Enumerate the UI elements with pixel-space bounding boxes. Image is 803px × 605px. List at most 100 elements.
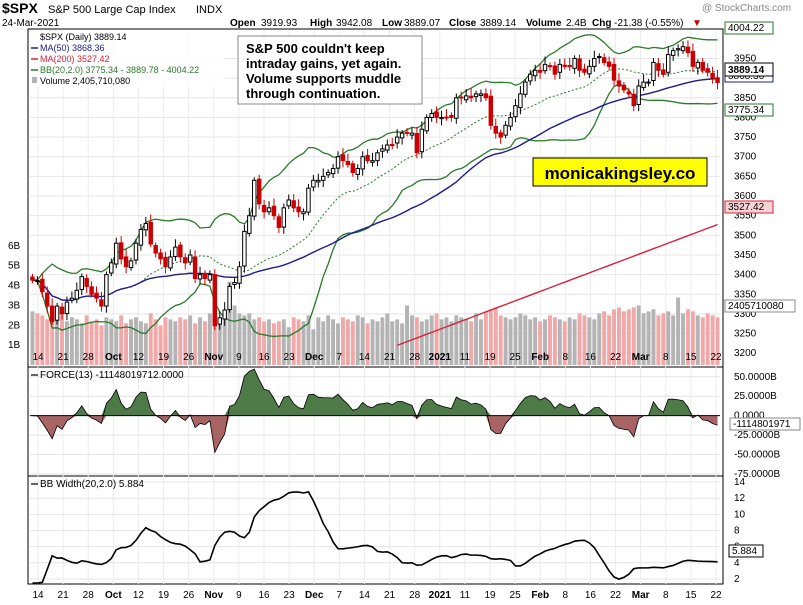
candle-body <box>651 61 656 82</box>
candle-body <box>192 256 198 280</box>
badge-bb-lower-box <box>724 103 774 117</box>
price-tick-label: 3800 <box>734 112 757 123</box>
force-line <box>32 368 718 454</box>
price-tick-label: 3650 <box>734 171 757 182</box>
candle-body <box>646 81 651 84</box>
candle-body <box>518 93 523 109</box>
volume-tick-label: 1B <box>8 340 21 351</box>
annotation-line-2: intraday gains, yet again. <box>246 56 401 71</box>
volume-bar <box>518 313 523 365</box>
price-tick-label: 3300 <box>734 309 757 320</box>
candle-body <box>301 211 306 215</box>
candle-body <box>148 221 153 245</box>
ma50-line <box>32 77 718 301</box>
volume-bar <box>587 317 592 365</box>
volume-bar <box>247 313 252 365</box>
candle-body <box>537 69 543 73</box>
candle-body <box>390 144 395 147</box>
candle-body <box>350 163 356 173</box>
high-label: High <box>310 18 332 29</box>
force-tick-label: 50.0000B <box>734 372 777 383</box>
x-tick-label-bottom: 22 <box>710 590 722 601</box>
candle-body <box>695 61 701 69</box>
volume-bar <box>188 315 193 365</box>
volume-bar <box>478 319 483 365</box>
candle-body <box>207 274 213 281</box>
volume-bar <box>626 309 631 365</box>
low-value: 3889.07 <box>404 18 441 29</box>
watermark: @ StockCharts.com <box>702 3 791 14</box>
candle-body <box>340 154 346 162</box>
candle-body <box>153 245 158 254</box>
volume-bar <box>567 317 572 365</box>
x-tick-label-bottom: Nov <box>204 590 223 601</box>
volume-bar <box>252 319 257 365</box>
bbw-tick-label: 2 <box>734 574 740 585</box>
candle-body <box>330 168 336 175</box>
volume-bar <box>419 321 424 365</box>
volume-bar <box>345 319 350 365</box>
annotation-box <box>237 35 423 105</box>
volume-bar <box>424 319 429 365</box>
volume-bar <box>385 313 390 365</box>
volume-bar <box>193 323 198 365</box>
volume-bars <box>30 281 720 365</box>
annotation-note: S&P 500 couldn't keep intraday gains, ye… <box>237 35 423 105</box>
candle-body <box>434 111 439 118</box>
candle-body <box>577 58 582 71</box>
candle-body <box>109 262 114 274</box>
candle-body <box>542 63 548 72</box>
candle-body <box>690 50 696 67</box>
x-tick-label-bottom: 26 <box>183 590 195 601</box>
x-tick-label-bottom: Feb <box>531 590 549 601</box>
x-tick-label-top: 8 <box>663 352 669 363</box>
x-tick-label-top: Nov <box>204 352 223 363</box>
x-tick-label-top: 16 <box>258 352 270 363</box>
force-tick-label: -50.0000B <box>734 450 780 461</box>
candle-body <box>365 155 370 162</box>
price-tick-label: 3850 <box>734 93 757 104</box>
price-legend: $SPX (Daily) 3889.14 MA(50) 3868.36 MA(2… <box>30 31 225 87</box>
candle-body <box>700 61 705 71</box>
x-tick-label-bottom: 14 <box>32 590 44 601</box>
bbw-tick-label: 10 <box>734 509 746 520</box>
volume-bar <box>631 307 636 365</box>
x-tick-label-bottom: Dec <box>305 590 324 601</box>
legend-volume-swatch <box>32 77 37 83</box>
x-tick-label-top: 28 <box>409 352 421 363</box>
volume-bar <box>636 305 641 365</box>
volume-bar <box>375 321 380 365</box>
symbol-name: S&P 500 Large Cap Index <box>48 4 176 16</box>
volume-bar <box>488 309 493 365</box>
candle-body <box>79 276 84 291</box>
candle-body <box>45 292 50 307</box>
badge-bbw: 5.884 <box>732 546 757 557</box>
candle-body <box>123 256 129 268</box>
volume-bar <box>390 321 395 365</box>
volume-bar <box>138 321 143 365</box>
candle-body <box>670 50 676 56</box>
candle-body <box>523 81 528 95</box>
volume-bar <box>612 309 617 365</box>
x-tick-label-top: 7 <box>337 352 343 363</box>
x-tick-label-top: 19 <box>484 352 496 363</box>
volume-bar <box>449 321 454 365</box>
candle-body <box>69 297 75 301</box>
force-tick-label: 0.0000 <box>734 411 765 422</box>
volume-bar <box>158 325 163 365</box>
x-tick-label-bottom: 15 <box>685 590 697 601</box>
x-tick-label-bottom: 16 <box>585 590 597 601</box>
volume-bar <box>562 321 567 365</box>
candle-body <box>217 317 222 325</box>
volume-bar <box>671 315 676 365</box>
annotation-line-1: S&P 500 couldn't keep <box>246 41 385 56</box>
x-tick-label-top: 26 <box>183 352 195 363</box>
candle-body <box>89 286 94 295</box>
volume-bar <box>681 313 686 365</box>
volume-bar <box>119 315 124 365</box>
legend-ma50: MA(50) 3868.36 <box>40 43 105 53</box>
badge-ma200-box <box>724 200 774 214</box>
x-tick-label-top: 14 <box>32 352 44 363</box>
candle-body <box>360 156 365 170</box>
candle-body <box>498 132 503 138</box>
